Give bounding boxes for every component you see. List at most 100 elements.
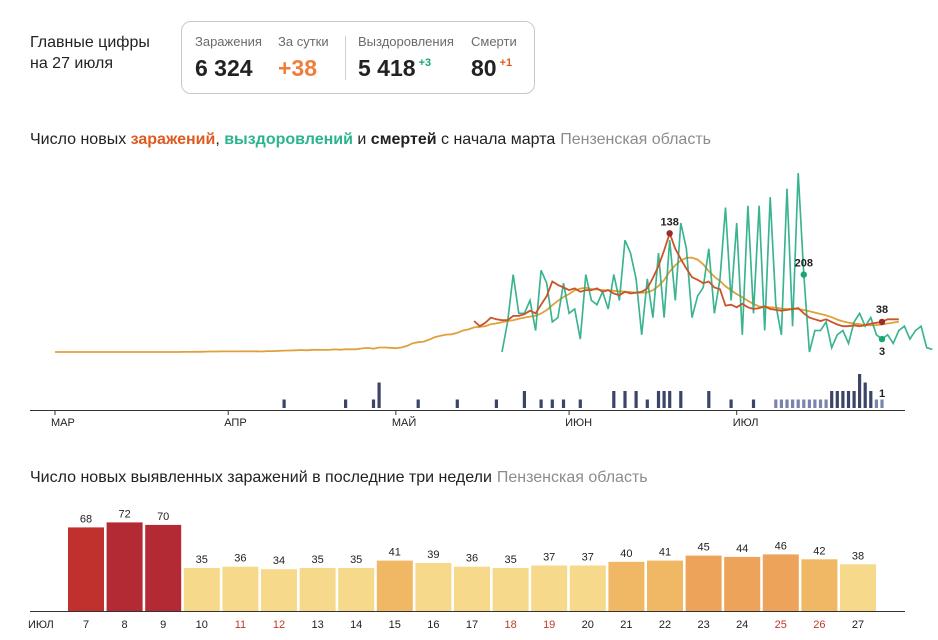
chart1-title-prefix: Число новых bbox=[30, 131, 131, 148]
stat-recoveries: Выздоровления 5 418 +3 bbox=[358, 34, 454, 82]
death-bar bbox=[874, 399, 878, 408]
death-bar bbox=[494, 399, 498, 408]
bar-value-label: 36 bbox=[466, 553, 478, 565]
day-label: 16 bbox=[427, 619, 439, 631]
death-bar bbox=[578, 399, 582, 408]
bar-value-label: 70 bbox=[157, 511, 169, 523]
day-bar bbox=[762, 554, 799, 611]
day-label: 12 bbox=[273, 619, 285, 631]
recoveries-annotation-dot bbox=[878, 335, 886, 343]
stat-recoveries-value: 5 418 bbox=[358, 55, 416, 81]
death-bar bbox=[824, 399, 828, 408]
chart1-title: Число новых заражений, выздоровлений и с… bbox=[30, 131, 711, 149]
day-bar bbox=[299, 568, 336, 611]
death-bar bbox=[791, 399, 795, 408]
deaths-annotation-label: 1 bbox=[879, 388, 885, 400]
infections-annotation-dot bbox=[878, 318, 886, 326]
month-label: ИЮН bbox=[565, 417, 592, 429]
death-bar bbox=[344, 399, 348, 408]
chart1-title-suffix: с начала марта bbox=[436, 131, 556, 148]
death-bar bbox=[796, 399, 800, 408]
infections-average-line bbox=[55, 256, 899, 353]
death-bar bbox=[880, 399, 884, 408]
death-bar bbox=[282, 399, 286, 408]
death-bar bbox=[813, 399, 817, 408]
chart2-title: Число новых выявленных заражений в после… bbox=[30, 469, 648, 487]
chart1-title-recoveries: выздоровлений bbox=[224, 131, 353, 148]
stat-infections-label: Заражения bbox=[195, 34, 262, 49]
death-bar bbox=[623, 391, 627, 408]
day-label: 18 bbox=[504, 619, 516, 631]
death-bar bbox=[416, 399, 420, 408]
stats-divider bbox=[345, 36, 346, 80]
chart2-title-text: Число новых выявленных заражений в после… bbox=[30, 469, 492, 486]
month-label: МАЙ bbox=[392, 416, 416, 429]
death-bar bbox=[634, 391, 638, 408]
day-bar bbox=[685, 555, 722, 611]
day-label: 9 bbox=[160, 619, 166, 631]
bar-value-label: 45 bbox=[697, 542, 709, 554]
death-bar bbox=[841, 391, 845, 408]
death-bar bbox=[377, 382, 381, 408]
title-date-line: на 27 июля bbox=[30, 55, 114, 72]
chart1-title-deaths: смертей bbox=[370, 131, 437, 148]
death-bar bbox=[455, 399, 459, 408]
death-bar bbox=[550, 399, 554, 408]
bar-value-label: 44 bbox=[736, 543, 748, 555]
day-bar bbox=[492, 568, 529, 611]
death-bar bbox=[679, 391, 683, 408]
death-bar bbox=[539, 399, 543, 408]
day-bar bbox=[724, 556, 761, 611]
death-bar bbox=[707, 391, 711, 408]
day-bar bbox=[106, 522, 143, 611]
death-bar bbox=[835, 391, 839, 408]
death-bar bbox=[612, 391, 616, 408]
death-bar bbox=[818, 399, 823, 408]
title-line-1: Главные цифры bbox=[30, 34, 150, 51]
bar-value-label: 35 bbox=[350, 554, 362, 566]
stat-per-day-value: +38 bbox=[278, 55, 318, 81]
month-label: ИЮЛ bbox=[733, 417, 759, 429]
chart1-title-sep1: , bbox=[215, 131, 225, 148]
death-bar bbox=[863, 382, 867, 408]
day-label: 17 bbox=[466, 619, 478, 631]
death-bar bbox=[522, 391, 526, 408]
day-label: 26 bbox=[813, 619, 825, 631]
day-bar bbox=[647, 560, 683, 611]
death-bar bbox=[869, 391, 873, 408]
death-bar bbox=[779, 399, 783, 408]
stat-deaths-row: 80 +1 bbox=[471, 55, 517, 82]
death-bar bbox=[729, 399, 733, 408]
month-label: АПР bbox=[224, 417, 246, 429]
month-label: МАР bbox=[51, 417, 75, 429]
day-bar bbox=[376, 560, 413, 611]
death-bar bbox=[785, 399, 789, 408]
day-label: 14 bbox=[350, 619, 362, 631]
death-bar bbox=[846, 391, 851, 408]
bar-value-label: 37 bbox=[582, 552, 594, 564]
death-bar bbox=[858, 374, 862, 408]
month-ticks: МАР АПР МАЙ ИЮН ИЮЛ bbox=[51, 411, 758, 429]
recoveries-annotation-label: 3 bbox=[879, 346, 885, 358]
infections-annotation-label: 138 bbox=[660, 216, 678, 228]
stat-infections-value: 6 324 bbox=[195, 55, 253, 81]
day-bar bbox=[68, 527, 104, 611]
recoveries-annotation-label: 208 bbox=[795, 258, 813, 270]
bar-value-label: 34 bbox=[273, 555, 285, 567]
death-bar bbox=[830, 391, 834, 408]
stats-panel: Заражения 6 324 За сутки +38 Выздоровлен… bbox=[181, 21, 535, 94]
chart2-month-label: ИЮЛ bbox=[28, 619, 54, 631]
infections-annotation-label: 38 bbox=[876, 304, 888, 316]
day-label: 15 bbox=[389, 619, 401, 631]
death-bar bbox=[668, 391, 672, 408]
day-label: 21 bbox=[620, 619, 632, 631]
recoveries-line bbox=[501, 173, 933, 353]
day-bar bbox=[569, 565, 606, 611]
bar-value-label: 46 bbox=[775, 540, 787, 552]
death-bar bbox=[656, 391, 661, 408]
day-label: 13 bbox=[311, 619, 323, 631]
day-bar bbox=[608, 561, 645, 611]
death-bar bbox=[662, 391, 666, 408]
bar-value-label: 42 bbox=[813, 545, 825, 557]
